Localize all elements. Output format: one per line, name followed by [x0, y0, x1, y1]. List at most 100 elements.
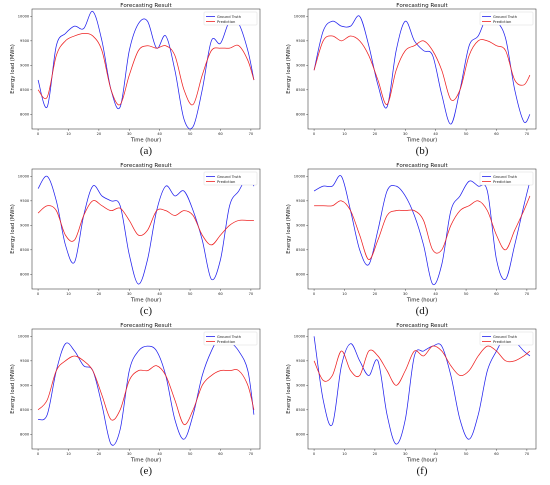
- y-tick-label: 10000: [18, 175, 30, 179]
- x-tick-label: 50: [464, 292, 469, 296]
- y-tick-label: 8000: [296, 113, 306, 117]
- y-tick-label: 10000: [294, 15, 306, 19]
- x-axis-label: Time (hour): [406, 138, 437, 144]
- x-tick-label: 30: [403, 292, 408, 296]
- series-line-prediction: [313, 35, 531, 105]
- legend-label: Ground Truth: [493, 15, 518, 19]
- y-axis-label: Energy load (MWh): [286, 44, 292, 94]
- x-tick-label: 70: [249, 132, 254, 136]
- legend-box: [203, 331, 258, 346]
- x-tick-label: 40: [157, 292, 162, 296]
- y-axis-label: Energy load (MWh): [286, 204, 292, 254]
- legend-label: Ground Truth: [493, 175, 518, 179]
- series-line-prediction: [314, 195, 531, 260]
- legend-label: Prediction: [493, 180, 512, 184]
- chart-title: Forecasting Result: [396, 3, 448, 9]
- panel-caption: (b): [416, 145, 429, 157]
- y-axis-label: Energy load (MWh): [10, 204, 16, 254]
- x-tick-label: 10: [66, 132, 71, 136]
- y-tick-label: 9500: [20, 39, 30, 43]
- x-tick-label: 40: [157, 132, 162, 136]
- series-line-prediction: [37, 200, 254, 246]
- x-tick-label: 60: [494, 292, 499, 296]
- x-tick-label: 70: [525, 452, 530, 456]
- y-tick-label: 9000: [20, 64, 30, 68]
- x-tick-label: 50: [188, 292, 193, 296]
- y-tick-label: 9500: [296, 199, 306, 203]
- panel-caption: (a): [140, 145, 153, 157]
- x-tick-label: 20: [373, 292, 378, 296]
- x-tick-label: 20: [373, 452, 378, 456]
- x-tick-label: 60: [218, 132, 223, 136]
- legend-label: Prediction: [493, 340, 512, 344]
- legend-box: [479, 11, 534, 26]
- chart-title: Forecasting Result: [396, 163, 448, 169]
- x-tick-label: 60: [218, 292, 223, 296]
- x-tick-label: 20: [373, 132, 378, 136]
- y-tick-label: 8000: [296, 273, 306, 277]
- legend-label: Ground Truth: [217, 335, 242, 339]
- x-axis-label: Time (hour): [130, 138, 161, 144]
- chart-panel-2: Forecasting Result 8000 8500 9000 9500 10000 0…: [286, 3, 537, 157]
- y-tick-label: 8500: [296, 88, 306, 92]
- y-axis-label: Energy load (MWh): [10, 44, 16, 94]
- x-tick-label: 10: [66, 452, 71, 456]
- plot-frame: [31, 328, 261, 450]
- chart-panel-3: Forecasting Result 8000 8500 9000 9500 10000 0…: [10, 163, 261, 317]
- x-tick-label: 30: [403, 132, 408, 136]
- x-tick-label: 50: [188, 452, 193, 456]
- x-tick-label: 70: [249, 292, 254, 296]
- panel-caption: (f): [417, 465, 428, 477]
- chart-panel-1: Forecasting Result 8000 8500 9000 9500 10000 0…: [10, 3, 261, 157]
- legend-label: Ground Truth: [493, 335, 518, 339]
- x-tick-label: 0: [37, 452, 40, 456]
- panel-caption: (e): [140, 465, 153, 477]
- y-tick-label: 9500: [20, 199, 30, 203]
- y-tick-label: 9500: [20, 359, 30, 363]
- x-axis-label: Time (hour): [406, 298, 437, 304]
- x-tick-label: 50: [188, 132, 193, 136]
- x-tick-label: 70: [249, 452, 254, 456]
- chart-title: Forecasting Result: [120, 323, 172, 329]
- x-tick-label: 50: [464, 452, 469, 456]
- x-tick-label: 60: [218, 452, 223, 456]
- y-tick-label: 8500: [296, 408, 306, 412]
- x-tick-label: 70: [525, 292, 530, 296]
- x-tick-label: 0: [37, 132, 40, 136]
- plot-frame: [307, 8, 537, 130]
- chart-title: Forecasting Result: [120, 3, 172, 9]
- legend-label: Prediction: [217, 20, 236, 24]
- chart-title: Forecasting Result: [396, 323, 448, 329]
- legend-label: Prediction: [217, 180, 236, 184]
- x-tick-label: 10: [342, 132, 347, 136]
- x-tick-label: 20: [97, 452, 102, 456]
- y-tick-label: 9000: [20, 224, 30, 228]
- y-tick-label: 9000: [296, 224, 306, 228]
- plot-frame: [307, 168, 537, 290]
- x-tick-label: 30: [127, 132, 132, 136]
- legend-box: [479, 171, 534, 186]
- legend-label: Prediction: [493, 20, 512, 24]
- panel-caption: (d): [416, 305, 429, 317]
- legend-box: [203, 171, 258, 186]
- y-tick-label: 8000: [20, 113, 30, 117]
- x-tick-label: 40: [433, 292, 438, 296]
- y-tick-label: 8500: [20, 408, 30, 412]
- y-tick-label: 9000: [20, 384, 30, 388]
- legend-label: Ground Truth: [217, 175, 242, 179]
- y-tick-label: 9500: [296, 39, 306, 43]
- x-tick-label: 50: [464, 132, 469, 136]
- y-tick-label: 8500: [20, 88, 30, 92]
- x-tick-label: 0: [37, 292, 40, 296]
- y-tick-label: 8500: [296, 248, 306, 252]
- series-line-ground-truth: [37, 175, 255, 285]
- y-tick-label: 10000: [294, 175, 306, 179]
- y-tick-label: 10000: [294, 335, 306, 339]
- x-tick-label: 0: [313, 452, 316, 456]
- y-tick-label: 8000: [20, 433, 30, 437]
- x-tick-label: 20: [97, 132, 102, 136]
- x-tick-label: 0: [313, 132, 316, 136]
- y-tick-label: 9000: [296, 384, 306, 388]
